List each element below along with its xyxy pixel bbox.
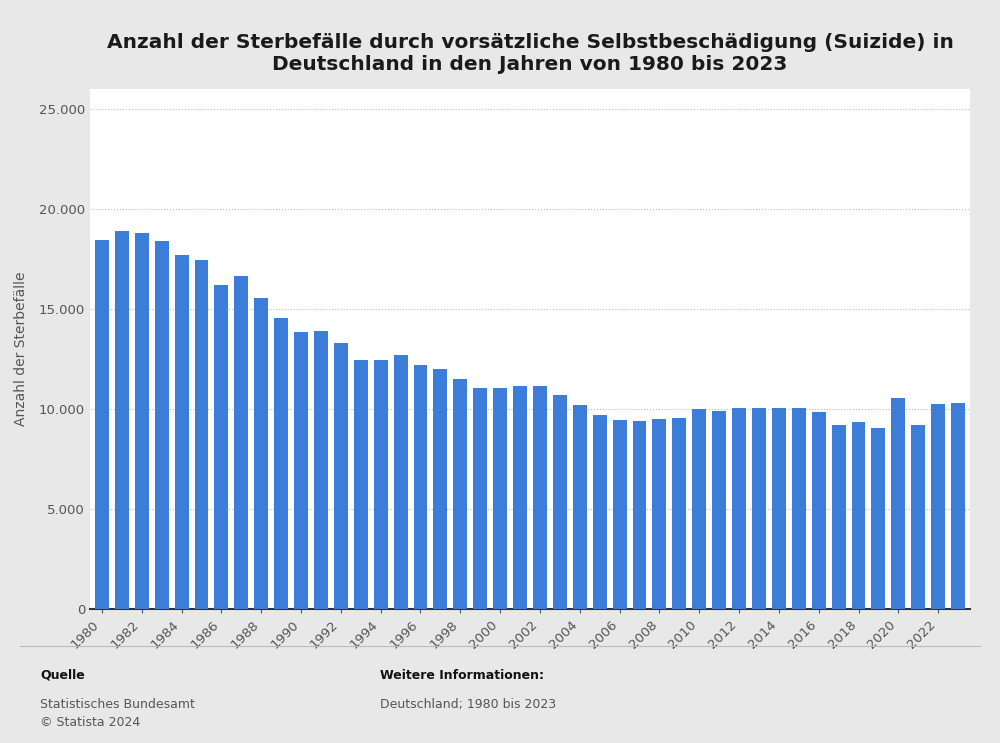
Bar [871,429,885,609]
Bar [135,233,149,609]
Bar [573,405,587,609]
Bar [792,408,806,609]
Bar [911,425,925,609]
Bar [234,276,248,609]
Bar [951,403,965,609]
Bar [473,388,487,609]
Bar [195,259,208,609]
Bar [732,408,746,609]
Bar [254,299,268,609]
Bar [334,343,348,609]
Bar [95,240,109,609]
Bar [394,355,408,609]
Bar [433,369,447,609]
Bar [652,419,666,609]
Bar [314,331,328,609]
Bar [891,398,905,609]
Text: Weitere Informationen:: Weitere Informationen: [380,669,544,681]
Bar [453,379,467,609]
Bar [533,386,547,609]
Bar [553,395,567,609]
Bar [513,386,527,609]
Bar [931,404,945,609]
Bar [115,231,129,609]
Bar [593,415,607,609]
Bar [214,285,228,609]
Bar [692,409,706,609]
Bar [354,360,368,609]
Title: Anzahl der Sterbefälle durch vorsätzliche Selbstbeschädigung (Suizide) in
Deutsc: Anzahl der Sterbefälle durch vorsätzlich… [107,33,953,74]
Bar [852,421,865,609]
Bar [812,412,826,609]
Bar [633,421,646,609]
Bar [175,255,189,609]
Bar [155,241,169,609]
Bar [374,360,388,609]
Bar [493,388,507,609]
Bar [613,421,627,609]
Bar [752,408,766,609]
Bar [274,317,288,609]
Bar [294,332,308,609]
Y-axis label: Anzahl der Sterbefälle: Anzahl der Sterbefälle [14,272,28,426]
Bar [772,409,786,609]
Text: Deutschland; 1980 bis 2023: Deutschland; 1980 bis 2023 [380,698,556,711]
Bar [672,418,686,609]
Text: Quelle: Quelle [40,669,85,681]
Text: Statistisches Bundesamt
© Statista 2024: Statistisches Bundesamt © Statista 2024 [40,698,195,730]
Bar [414,366,427,609]
Bar [832,424,846,609]
Bar [712,412,726,609]
